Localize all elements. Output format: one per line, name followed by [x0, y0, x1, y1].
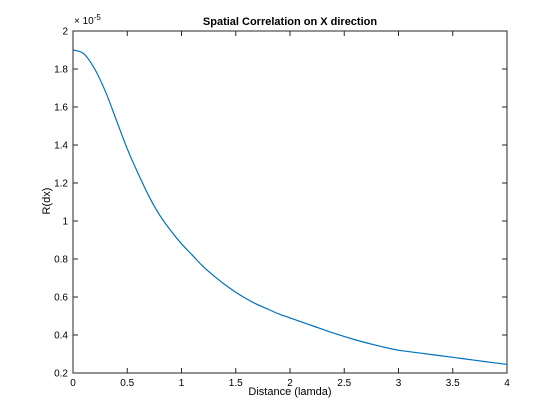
y-axis-label: R(dx) [41, 188, 53, 215]
x-tick-label: 1.5 [229, 378, 243, 389]
series-line-0 [72, 49, 508, 366]
y-tick-label: 1.8 [54, 65, 68, 76]
plot-frame [72, 30, 508, 374]
y-exponent-label: × 10-5 [74, 13, 101, 27]
plot-area: 0 0.5 1 1.5 2 2.5 3 3.5 4 0.2 0.4 0.6 0.8 1 1.2 1.4 1.6 1… [54, 27, 510, 390]
chart-title: Spatial Correlation on X direction [203, 16, 377, 28]
y-tick-label: 1.4 [54, 141, 68, 152]
x-tick-label: 2.5 [337, 378, 351, 389]
y-tick-label: 0.2 [54, 369, 68, 380]
x-tick-label: 0 [70, 378, 76, 389]
x-tick-label: 3.5 [446, 378, 460, 389]
y-tick-label: 1 [62, 217, 68, 228]
x-axis-label: Distance (lamda) [248, 386, 331, 398]
x-tick-label: 0.5 [120, 378, 134, 389]
y-tick-label: 0.8 [54, 255, 68, 266]
y-tick-label: 1.6 [54, 103, 68, 114]
y-exponent-power: -5 [94, 13, 102, 22]
svg-text:× 10-5: × 10-5 [74, 13, 101, 27]
y-tick-label: 0.4 [54, 331, 68, 342]
y-exponent-base: × 10 [74, 16, 94, 27]
x-tick-label: 4 [504, 378, 510, 389]
y-tick-label: 1.2 [54, 179, 68, 190]
x-tick-label: 2 [287, 378, 293, 389]
x-tick-label: 3 [396, 378, 402, 389]
x-tick-label: 1 [179, 378, 185, 389]
y-tick-label: 0.6 [54, 293, 68, 304]
y-tick-label: 2 [62, 27, 68, 38]
